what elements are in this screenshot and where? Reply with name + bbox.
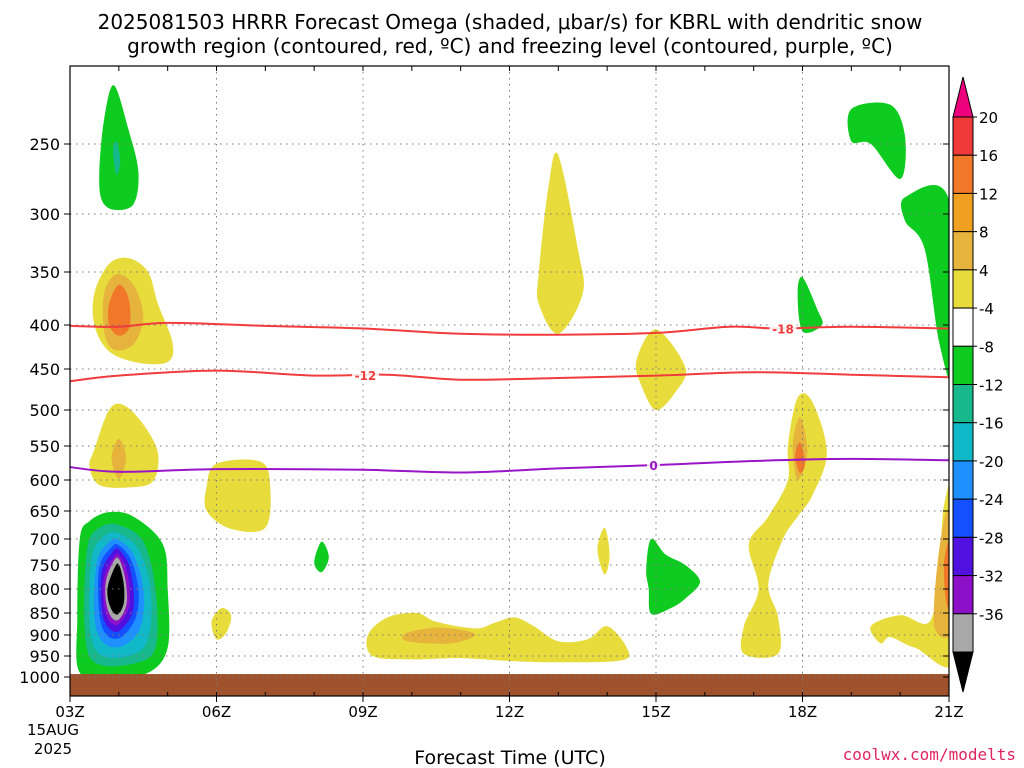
contour-label-bg xyxy=(647,458,661,473)
shaded-region-23 xyxy=(314,541,329,573)
contour-label-bg xyxy=(769,321,797,336)
contour-label: 0 xyxy=(649,459,657,473)
colorbar-label: -12 xyxy=(979,377,1004,395)
colorbar-label: 20 xyxy=(979,109,998,127)
shaded-region-18 xyxy=(943,539,949,611)
shaded-region-8 xyxy=(536,152,584,334)
y-tick-label: 800 xyxy=(29,580,60,599)
contour-label-bg xyxy=(351,367,379,382)
plot-axes: 250 300 350 400 450 500 550 600 650 700 750 800 850 9… xyxy=(19,65,964,721)
y-tick-label: 950 xyxy=(29,647,60,666)
colorbar-label: 4 xyxy=(979,262,989,280)
chart-title: 2025081503 HRRR Forecast Omega (shaded, … xyxy=(98,10,923,58)
y-tick-label: 750 xyxy=(29,556,60,575)
shaded-region-4 xyxy=(107,284,131,336)
y-tick-label: 250 xyxy=(29,135,60,154)
y-tick-label: 850 xyxy=(29,604,60,623)
omega-colorbar: 20 16 12 8 4 -4 -8 -12 -16 -20 -24 -28 -32 -36 xyxy=(952,76,1004,693)
shaded-region-0 xyxy=(99,85,139,211)
colorbar-label: -16 xyxy=(979,415,1004,433)
shaded-region-10 xyxy=(797,276,823,333)
shaded-region-33 xyxy=(107,563,125,615)
colorbar-label: -24 xyxy=(979,491,1004,509)
omega-shading xyxy=(76,85,949,678)
shaded-region-19 xyxy=(366,612,630,663)
colorbar-segment xyxy=(952,269,974,309)
colorbar-label: -4 xyxy=(979,300,994,318)
y-tick-label: 300 xyxy=(29,205,60,224)
shaded-region-6 xyxy=(111,438,127,479)
colorbar-segment xyxy=(952,422,974,462)
shaded-region-24 xyxy=(646,538,700,615)
colorbar-segment xyxy=(952,116,974,156)
y-tick-label: 400 xyxy=(29,316,60,335)
shaded-region-1 xyxy=(113,140,121,175)
x-tick-label: 06Z xyxy=(202,703,231,721)
y-tick-label: 900 xyxy=(29,626,60,645)
colorbar-segment xyxy=(952,536,974,577)
y-tick-label: 700 xyxy=(29,530,60,549)
x-tick-label: 12Z xyxy=(495,703,524,721)
colorbar-bottom-arrow xyxy=(952,651,974,693)
colorbar-segment xyxy=(952,613,974,653)
shaded-region-16 xyxy=(870,483,949,668)
colorbar-top-arrow xyxy=(952,76,974,118)
contour-line-2 xyxy=(70,457,949,474)
colorbar-label: -8 xyxy=(979,338,994,356)
x-tick-label: 21Z xyxy=(934,703,963,721)
x-axis-label: Forecast Time (UTC) xyxy=(414,747,605,768)
title-line-2: growth region (contoured, red, ºC) and f… xyxy=(127,34,893,58)
colorbar-label: 16 xyxy=(979,147,998,165)
date-line-1: 15AUG xyxy=(27,721,79,739)
y-tick-label: 550 xyxy=(29,437,60,456)
colorbar-segment xyxy=(952,498,974,538)
shaded-region-17 xyxy=(933,510,949,639)
contour-label: -12 xyxy=(355,369,377,383)
y-tick-label: 350 xyxy=(29,263,60,282)
plot-grid xyxy=(69,66,950,696)
credit-text: coolwx.com/modelts xyxy=(843,745,1016,764)
colorbar-segment xyxy=(952,460,974,500)
shaded-region-7 xyxy=(204,459,271,533)
x-tick-label: 15Z xyxy=(641,703,670,721)
colorbar-segment xyxy=(952,307,974,347)
colorbar-segment xyxy=(952,575,974,615)
shaded-region-13 xyxy=(740,393,827,658)
shaded-region-12 xyxy=(900,185,949,381)
shaded-region-22 xyxy=(597,527,610,575)
colorbar-segment xyxy=(952,345,974,385)
contour-line-1 xyxy=(70,369,949,383)
colorbar-label: -32 xyxy=(979,568,1004,586)
shaded-region-20 xyxy=(402,627,476,644)
colorbar-segment xyxy=(952,384,974,424)
colorbar-segment xyxy=(952,231,974,271)
colorbar-segment xyxy=(952,192,974,233)
shaded-region-5 xyxy=(89,403,159,488)
x-tick-label: 09Z xyxy=(348,703,377,721)
colorbar-label: 12 xyxy=(979,185,998,203)
y-tick-label: 1000 xyxy=(19,668,60,687)
shaded-region-21 xyxy=(211,608,232,640)
shaded-region-9 xyxy=(635,329,687,411)
title-line-1: 2025081503 HRRR Forecast Omega (shaded, … xyxy=(98,10,923,34)
shaded-region-11 xyxy=(847,102,906,180)
colorbar-segment xyxy=(952,154,974,194)
y-tick-label: 600 xyxy=(29,471,60,490)
y-tick-label: 450 xyxy=(29,360,60,379)
x-tick-label: 18Z xyxy=(788,703,817,721)
y-tick-label: 500 xyxy=(29,401,60,420)
colorbar-label: 8 xyxy=(979,224,989,242)
x-tick-label: 03Z xyxy=(55,703,84,721)
y-tick-label: 650 xyxy=(29,502,60,521)
colorbar-label: -28 xyxy=(979,529,1004,547)
colorbar-label: -36 xyxy=(979,606,1004,624)
colorbar-label: -20 xyxy=(979,453,1004,471)
temperature-contours: -18 -12 0 xyxy=(70,321,949,474)
contour-label: -18 xyxy=(772,322,794,336)
date-line-2: 2025 xyxy=(34,740,72,758)
